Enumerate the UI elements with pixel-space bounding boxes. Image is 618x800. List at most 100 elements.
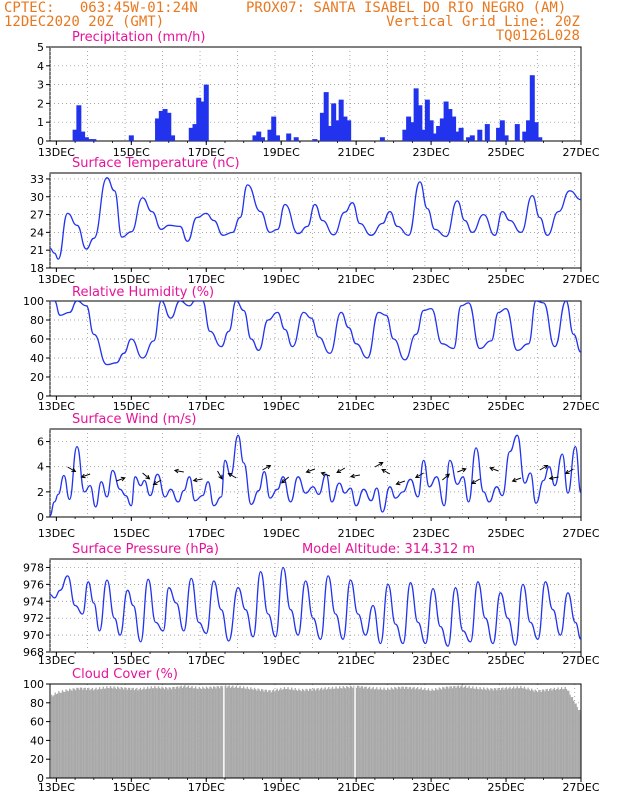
precip-bar bbox=[496, 127, 502, 141]
cloud-bar bbox=[120, 687, 122, 778]
x-tick-label: 23DEC bbox=[413, 146, 450, 159]
y-tick-label: 0 bbox=[37, 772, 44, 785]
x-tick-label: 23DEC bbox=[413, 400, 450, 413]
cloud-bar bbox=[502, 687, 504, 778]
cloud-bar bbox=[343, 687, 346, 778]
cloud-bar bbox=[268, 690, 270, 778]
panel-precip: 0 1 2 3 4 5 13DEC 15DEC 17DEC 19DEC 21DEC 23DEC 25DE… bbox=[37, 30, 600, 159]
cloud-bar bbox=[567, 690, 569, 778]
panel-rh: 0 20 40 60 80 100 13DEC 15DEC 17DEC 19DEC 21DEC 23D… bbox=[23, 285, 600, 413]
cloud-bar bbox=[427, 688, 430, 778]
precip-bar bbox=[256, 131, 262, 141]
cloud-bar bbox=[534, 689, 536, 778]
cloud-bar bbox=[347, 687, 349, 778]
wind-arrow-head bbox=[336, 468, 342, 474]
cloud-bar bbox=[54, 692, 56, 778]
cloud-bar bbox=[173, 686, 175, 778]
y-tick-label: 20 bbox=[30, 753, 44, 766]
precip-bar bbox=[477, 129, 483, 141]
wind-arrow-head bbox=[192, 477, 198, 483]
cloud-bar bbox=[174, 688, 176, 778]
cloud-bar bbox=[421, 689, 424, 778]
cloud-bar bbox=[414, 689, 416, 778]
cloud-bar bbox=[95, 687, 97, 778]
y-tick-label: 2 bbox=[37, 486, 44, 499]
plot-frame bbox=[49, 558, 582, 653]
precip-bar bbox=[514, 124, 520, 141]
y-tick-label: 21 bbox=[30, 244, 44, 257]
cloud-bar bbox=[69, 688, 71, 778]
cloud-bar bbox=[300, 691, 302, 778]
cloud-bar bbox=[58, 691, 60, 778]
cloud-bar bbox=[63, 691, 65, 778]
cloud-bar bbox=[270, 692, 272, 778]
cloud-bar bbox=[99, 687, 101, 778]
cloud-bar bbox=[227, 686, 229, 778]
cloud-bar bbox=[71, 690, 73, 778]
cloud-bar bbox=[389, 689, 391, 778]
cloud-bar bbox=[453, 686, 455, 778]
cloud-bar bbox=[509, 686, 511, 778]
cloud-bar bbox=[490, 688, 492, 778]
header-datetime: 12DEC2020 20Z (GMT) bbox=[4, 14, 165, 30]
y-tick-label: 0 bbox=[37, 135, 44, 148]
cloud-bar bbox=[258, 689, 260, 778]
cloud-bar bbox=[273, 689, 275, 778]
precip-bar bbox=[334, 120, 340, 141]
cloud-bar bbox=[163, 689, 166, 778]
cloud-bar bbox=[419, 688, 421, 778]
wind-arrow bbox=[457, 468, 466, 473]
cloud-bar bbox=[264, 689, 266, 778]
y-tick-label: 3 bbox=[37, 79, 44, 92]
x-tick-label: 17DEC bbox=[188, 654, 225, 667]
header-station: PROX07: SANTA ISABEL DO RIO NEGRO (AM) bbox=[246, 0, 567, 16]
cloud-bar bbox=[280, 687, 282, 778]
wind-arrow bbox=[442, 473, 450, 481]
cloud-bar bbox=[115, 688, 118, 778]
cloud-bar bbox=[335, 686, 337, 778]
x-tick-label: 23DEC bbox=[413, 781, 450, 794]
cloud-bar bbox=[455, 688, 457, 778]
cloud-bar bbox=[431, 688, 433, 778]
cloud-bar bbox=[568, 690, 570, 778]
cloud-bar bbox=[442, 686, 444, 778]
cloud-bar bbox=[309, 688, 311, 778]
y-tick-label: 2 bbox=[37, 97, 44, 110]
precip-bar bbox=[80, 131, 86, 141]
x-tick-label: 15DEC bbox=[113, 781, 150, 794]
cloud-bar bbox=[114, 687, 116, 778]
precip-bar bbox=[203, 84, 209, 141]
cloud-bar bbox=[274, 691, 276, 778]
wind-arrow bbox=[142, 472, 150, 480]
cloud-bar bbox=[485, 690, 487, 778]
cloud-bar bbox=[214, 686, 216, 778]
precip-bar bbox=[342, 116, 348, 141]
cloud-bar bbox=[229, 687, 232, 778]
x-tick-label: 25DEC bbox=[487, 527, 524, 540]
cloud-bar bbox=[67, 691, 70, 778]
cloud-bar bbox=[448, 688, 450, 778]
wind-arrow-head bbox=[543, 464, 549, 470]
precip-bar bbox=[252, 135, 258, 141]
cloud-bar bbox=[557, 687, 559, 778]
cloud-bar bbox=[425, 690, 427, 778]
precip-bar bbox=[323, 92, 329, 141]
cloud-bar bbox=[291, 687, 293, 778]
cloud-bar bbox=[135, 688, 137, 778]
cloud-bar bbox=[145, 688, 148, 778]
y-tick-label: 24 bbox=[30, 226, 44, 239]
cloud-bar bbox=[489, 690, 491, 778]
cloud-bar bbox=[216, 686, 218, 778]
cloud-bar bbox=[334, 688, 336, 778]
cloud-bar bbox=[60, 692, 62, 778]
cloud-bar bbox=[529, 690, 532, 778]
cloud-bar bbox=[394, 686, 396, 778]
precip-bar bbox=[526, 120, 532, 141]
cloud-bar bbox=[513, 686, 515, 778]
cloud-bar bbox=[545, 689, 547, 778]
x-tick-label: 25DEC bbox=[487, 146, 524, 159]
cloud-bar bbox=[192, 688, 194, 778]
cloud-bar bbox=[438, 687, 440, 778]
cloud-bar bbox=[172, 687, 174, 778]
cloud-bar bbox=[402, 686, 404, 778]
